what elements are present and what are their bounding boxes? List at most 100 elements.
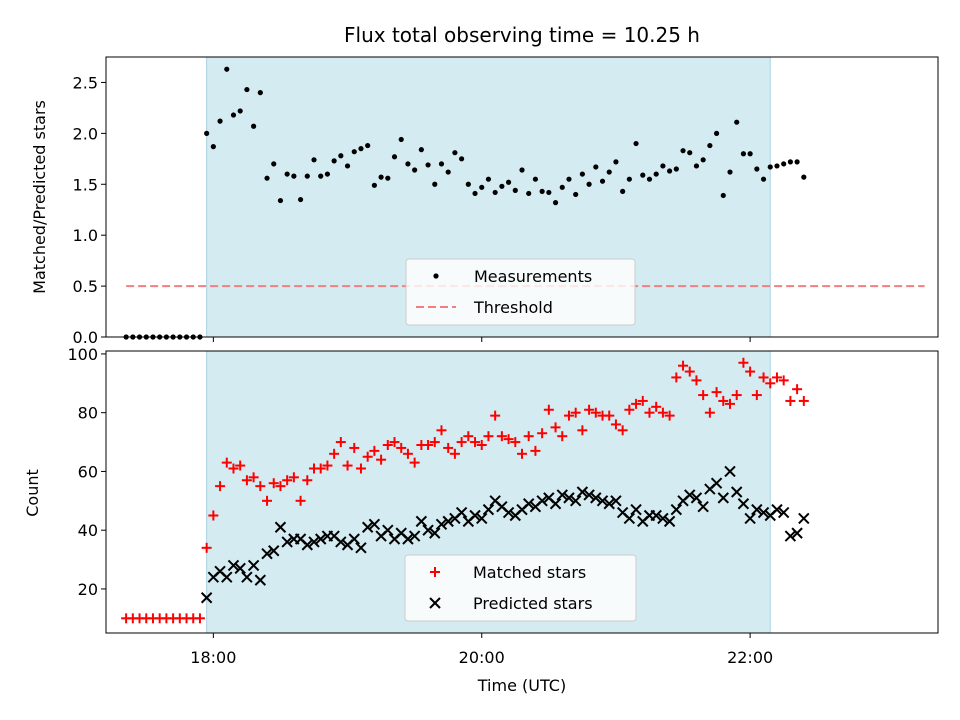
predicted-star-point <box>502 506 515 519</box>
measurement-point <box>593 164 599 170</box>
matched-star-point <box>570 407 581 418</box>
measurement-point <box>680 148 686 154</box>
predicted-star-point <box>710 477 723 489</box>
predicted-star-point <box>408 530 421 542</box>
measurement-point <box>284 171 290 177</box>
measurement-point <box>620 188 626 194</box>
matched-star-point <box>577 425 588 436</box>
matched-star-point <box>503 434 514 445</box>
measurement-point <box>573 191 579 198</box>
legend-measurement-marker <box>433 273 439 279</box>
measurement-point <box>224 66 230 72</box>
measurement-point <box>210 144 216 150</box>
measurement-point <box>740 151 747 157</box>
matched-star-point <box>382 440 393 450</box>
predicted-star-point <box>281 536 293 548</box>
matched-star-point <box>785 395 796 406</box>
predicted-star-point <box>777 506 790 519</box>
matched-star-point <box>584 404 595 415</box>
top-legend-box <box>405 258 636 326</box>
measurement-point <box>566 176 572 182</box>
measurement-point <box>626 176 632 182</box>
top-x-ticks <box>212 337 751 342</box>
matched-star-point <box>610 419 621 430</box>
predicted-star-point <box>247 559 260 572</box>
measurement-point <box>499 183 505 189</box>
matched-star-point <box>409 457 420 468</box>
measurement-point <box>734 119 740 125</box>
predicted-star-point <box>798 512 810 525</box>
matched-star-point <box>208 510 219 521</box>
predicted-star-point <box>469 509 481 522</box>
matched-star-point <box>698 390 709 401</box>
predicted-star-point <box>301 539 313 551</box>
predicted-star-point <box>556 489 568 501</box>
matched-star-point <box>678 360 689 371</box>
matched-star-point <box>355 463 366 474</box>
matched-star-point <box>543 404 554 415</box>
matched-star-point <box>268 478 279 489</box>
measurement-point <box>606 169 612 175</box>
predicted-star-point <box>576 486 589 498</box>
predicted-star-point <box>771 503 783 516</box>
matched-star-point <box>510 437 521 448</box>
measurement-point <box>485 176 492 182</box>
matched-star-point <box>322 460 333 471</box>
predicted-star-point <box>268 545 280 557</box>
matched-star-point <box>664 410 675 421</box>
bottom-legend: Matched stars Predicted stars <box>404 554 637 622</box>
predicted-star-point <box>670 503 683 516</box>
predicted-star-point <box>690 492 703 504</box>
matched-star-point <box>241 475 252 486</box>
predicted-star-point <box>657 512 669 525</box>
measurement-point <box>687 150 693 156</box>
matched-star-point <box>765 378 776 389</box>
predicted-star-point <box>442 515 454 528</box>
top-legend: Measurements Threshold <box>405 258 636 326</box>
bottom-axes-frame <box>105 350 939 634</box>
measurement-point <box>586 181 592 187</box>
predicted-star-point <box>361 521 374 533</box>
matched-star-point <box>443 442 454 453</box>
bottom-y-tick-label: 60 <box>78 462 98 481</box>
top-y-ticks: 0.0 0.5 1.0 1.5 2.0 2.5 <box>73 73 106 347</box>
predicted-star-point <box>523 498 535 510</box>
measurement-point <box>391 154 398 160</box>
predicted-star-point <box>482 503 495 516</box>
matched-star-point <box>483 431 494 442</box>
matched-star-point <box>624 404 635 415</box>
matched-star-point <box>617 425 628 436</box>
matched-star-point <box>362 451 373 462</box>
matched-star-point <box>523 431 534 442</box>
measurement-point <box>418 147 424 153</box>
top-y-tick-label: 0.0 <box>73 328 98 347</box>
bottom-y-tick-label: 80 <box>78 404 98 423</box>
predicted-star-point <box>731 486 743 498</box>
predicted-star-point <box>724 465 736 478</box>
predicted-star-point <box>435 518 448 531</box>
legend-predicted-label: Predicted stars <box>473 594 593 613</box>
measurement-point <box>774 163 780 169</box>
top-y-tick-label: 2.5 <box>73 73 98 92</box>
matched-star-point <box>449 448 460 459</box>
measurement-point <box>432 181 438 187</box>
predicted-star-point <box>744 512 756 525</box>
legend-threshold-label: Threshold <box>473 298 553 317</box>
measurement-point <box>271 161 277 167</box>
top-y-tick-label: 2.0 <box>73 124 98 143</box>
measurement-point <box>385 175 391 181</box>
matched-star-point <box>550 422 561 433</box>
matched-star-point <box>651 401 662 412</box>
measurement-point <box>526 190 532 197</box>
chart-title: Flux total observing time = 10.25 h <box>344 23 700 47</box>
measurement-point <box>767 164 773 170</box>
measurement-point <box>667 168 673 174</box>
measurement-point <box>291 173 297 179</box>
matched-star-point <box>376 454 387 465</box>
bottom-y-axis-label: Count <box>23 469 42 517</box>
measurement-point <box>318 173 324 179</box>
predicted-star-point <box>415 515 428 528</box>
predicted-star-point <box>583 489 595 501</box>
matched-star-point <box>657 407 668 418</box>
